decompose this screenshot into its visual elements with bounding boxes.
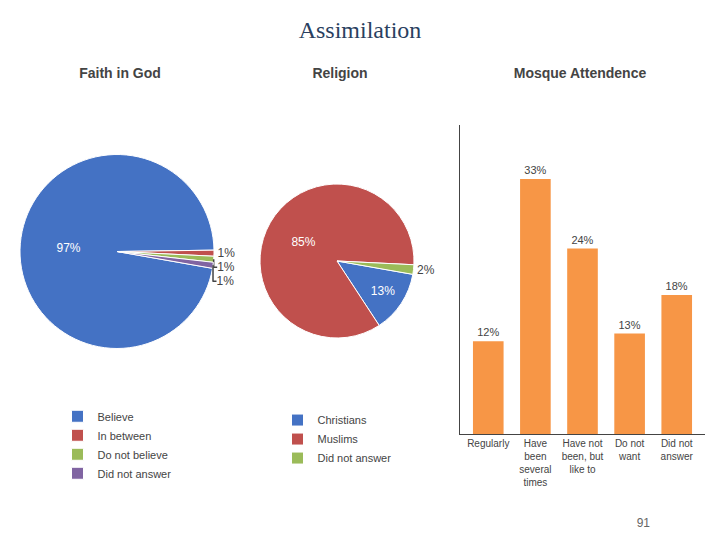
svg-text:2%: 2% [417,263,435,277]
svg-text:1%: 1% [217,274,235,288]
svg-text:Religion: Religion [312,65,367,81]
svg-text:97%: 97% [56,241,80,255]
svg-text:24%: 24% [571,234,593,246]
svg-text:18%: 18% [666,280,688,292]
svg-text:Regularly: Regularly [467,438,509,449]
svg-text:1%: 1% [217,260,235,274]
svg-text:13%: 13% [618,319,640,331]
svg-text:Mosque Attendence: Mosque Attendence [514,65,647,81]
svg-text:Did notanswer: Did notanswer [661,438,694,462]
svg-text:12%: 12% [477,326,499,338]
svg-text:Muslims: Muslims [318,433,359,445]
svg-text:Faith in God: Faith in God [79,65,161,81]
svg-text:Havebeenseveraltimes: Havebeenseveraltimes [519,438,551,488]
svg-text:Do notwant: Do notwant [615,438,645,462]
html-text:Assimilation: Assimilation [298,17,422,43]
svg-text:Christians: Christians [318,414,367,426]
svg-text:Have notbeen, butlike to: Have notbeen, butlike to [562,438,604,475]
svg-text:Believe: Believe [98,411,134,423]
svg-text:13%: 13% [371,284,395,298]
svg-text:In between: In between [98,430,152,442]
svg-text:85%: 85% [291,235,315,249]
svg-text:33%: 33% [524,164,546,176]
svg-text:Did not answer: Did not answer [318,452,392,464]
svg-text:Did not answer: Did not answer [98,468,172,480]
svg-text:Do not believe: Do not believe [98,449,168,461]
html-text:91: 91 [636,516,650,530]
svg-text:1%: 1% [217,246,235,260]
